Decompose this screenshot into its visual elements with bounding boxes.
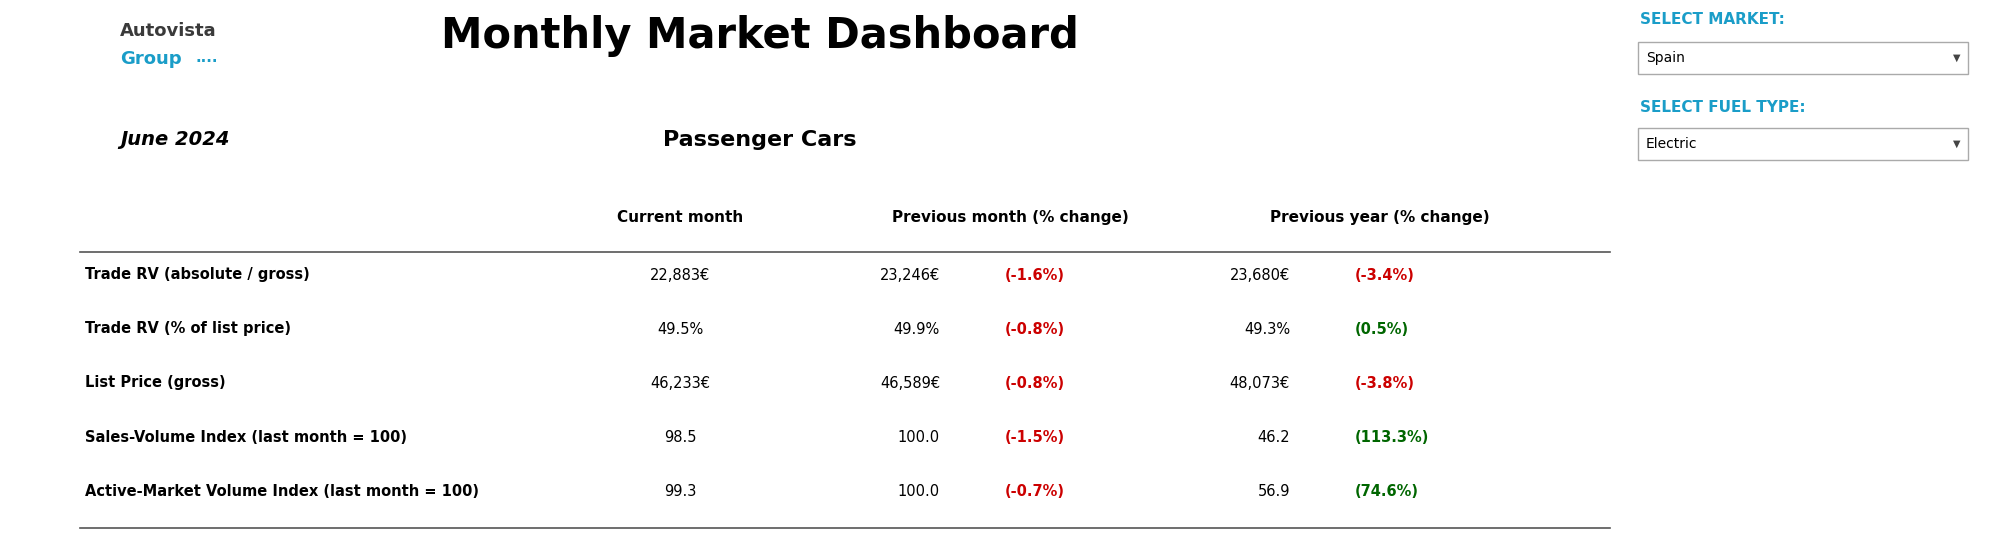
Text: SELECT FUEL TYPE:: SELECT FUEL TYPE: — [1638, 100, 1804, 115]
Text: Trade RV (absolute / gross): Trade RV (absolute / gross) — [86, 267, 310, 282]
Text: 46,589€: 46,589€ — [879, 375, 939, 390]
Text: ▼: ▼ — [1952, 139, 1958, 149]
Text: Group: Group — [120, 50, 182, 68]
Text: 22,883€: 22,883€ — [649, 267, 709, 282]
Text: 48,073€: 48,073€ — [1229, 375, 1289, 390]
Text: 56.9: 56.9 — [1257, 483, 1289, 498]
Text: Current month: Current month — [617, 210, 743, 225]
Text: Passenger Cars: Passenger Cars — [663, 130, 857, 150]
FancyBboxPatch shape — [1636, 42, 1966, 74]
Text: 100.0: 100.0 — [897, 483, 939, 498]
Text: ▼: ▼ — [1952, 53, 1958, 63]
Text: Sales-Volume Index (last month = 100): Sales-Volume Index (last month = 100) — [86, 430, 408, 445]
Text: (-0.8%): (-0.8%) — [1005, 322, 1065, 337]
Text: (-3.8%): (-3.8%) — [1355, 375, 1415, 390]
Text: Previous month (% change): Previous month (% change) — [891, 210, 1127, 225]
Text: (-1.5%): (-1.5%) — [1005, 430, 1065, 445]
Text: (74.6%): (74.6%) — [1355, 483, 1419, 498]
Text: 46,233€: 46,233€ — [649, 375, 709, 390]
Text: 23,680€: 23,680€ — [1229, 267, 1289, 282]
Text: SELECT MARKET:: SELECT MARKET: — [1638, 12, 1784, 27]
Text: Trade RV (% of list price): Trade RV (% of list price) — [86, 322, 292, 337]
Text: (0.5%): (0.5%) — [1355, 322, 1409, 337]
Text: Electric: Electric — [1644, 137, 1696, 151]
Text: Autovista: Autovista — [120, 22, 216, 40]
Text: June 2024: June 2024 — [120, 130, 230, 149]
Text: 98.5: 98.5 — [663, 430, 695, 445]
Text: List Price (gross): List Price (gross) — [86, 375, 226, 390]
Text: 100.0: 100.0 — [897, 430, 939, 445]
Text: Monthly Market Dashboard: Monthly Market Dashboard — [442, 15, 1079, 57]
Text: 46.2: 46.2 — [1257, 430, 1289, 445]
Text: (-0.7%): (-0.7%) — [1005, 483, 1065, 498]
Text: 49.9%: 49.9% — [893, 322, 939, 337]
Text: 99.3: 99.3 — [663, 483, 695, 498]
Text: (113.3%): (113.3%) — [1355, 430, 1429, 445]
FancyBboxPatch shape — [1636, 128, 1966, 160]
Text: (-3.4%): (-3.4%) — [1355, 267, 1415, 282]
Text: Spain: Spain — [1644, 51, 1684, 65]
Text: (-0.8%): (-0.8%) — [1005, 375, 1065, 390]
Text: Previous year (% change): Previous year (% change) — [1269, 210, 1489, 225]
Text: 23,246€: 23,246€ — [879, 267, 939, 282]
Text: Active-Market Volume Index (last month = 100): Active-Market Volume Index (last month =… — [86, 483, 480, 498]
Text: (-1.6%): (-1.6%) — [1005, 267, 1065, 282]
Text: 49.5%: 49.5% — [657, 322, 703, 337]
Text: 49.3%: 49.3% — [1243, 322, 1289, 337]
Text: ....: .... — [196, 50, 218, 65]
